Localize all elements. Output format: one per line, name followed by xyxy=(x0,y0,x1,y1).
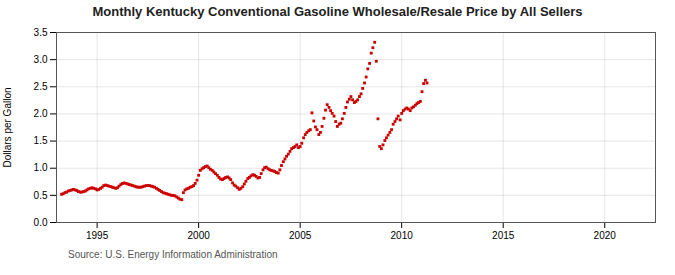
svg-text:2015: 2015 xyxy=(492,230,515,241)
svg-text:1.0: 1.0 xyxy=(34,162,48,173)
svg-text:1995: 1995 xyxy=(86,230,109,241)
svg-text:0.5: 0.5 xyxy=(34,190,48,201)
svg-text:2.5: 2.5 xyxy=(34,81,48,92)
svg-text:Dollars per Gallon: Dollars per Gallon xyxy=(2,87,13,167)
svg-text:2020: 2020 xyxy=(594,230,617,241)
svg-text:2010: 2010 xyxy=(391,230,414,241)
svg-text:2000: 2000 xyxy=(188,230,211,241)
html-text:Source: U.S. Energy Informatio: Source: U.S. Energy Information Administ… xyxy=(68,249,278,260)
html-text:Monthly Kentucky Conventional: Monthly Kentucky Conventional Gasoline W… xyxy=(92,4,583,19)
svg-text:0.0: 0.0 xyxy=(34,217,48,228)
svg-text:2.0: 2.0 xyxy=(34,108,48,119)
svg-text:3.5: 3.5 xyxy=(34,27,48,38)
svg-text:3.0: 3.0 xyxy=(34,54,48,65)
svg-text:1.5: 1.5 xyxy=(34,135,48,146)
svg-text:2005: 2005 xyxy=(289,230,312,241)
